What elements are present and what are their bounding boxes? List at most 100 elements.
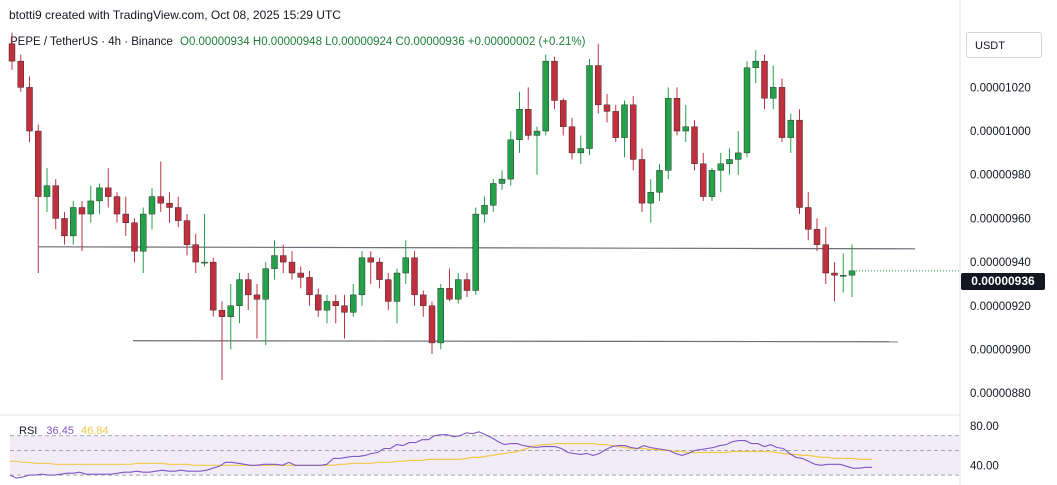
candle-body <box>376 261 383 280</box>
candle-body <box>525 109 532 136</box>
candle-body <box>183 220 191 245</box>
rsi-ma-line <box>10 443 872 466</box>
candle <box>183 214 191 256</box>
candle-body <box>603 104 611 112</box>
candle-body <box>70 207 77 237</box>
price-tick-label: 0.00000940 <box>970 257 1031 269</box>
candle-body <box>630 104 637 160</box>
rsi-legend: RSI 36.45 46.84 <box>19 425 109 437</box>
candle-body <box>490 183 497 206</box>
legend-low: L0.00000924 <box>325 36 393 48</box>
candle <box>192 233 199 274</box>
candle <box>358 251 366 306</box>
candle-body <box>446 288 453 300</box>
candle <box>245 273 252 311</box>
candle-body <box>218 309 226 317</box>
candle-body <box>455 279 462 300</box>
candle <box>315 288 322 317</box>
candle-body <box>498 178 506 184</box>
rsi-label[interactable]: RSI <box>19 425 38 437</box>
legend-close: C0.00000936 <box>395 36 465 48</box>
candle-body <box>411 257 418 296</box>
level-lines <box>37 246 960 343</box>
candle-body <box>113 196 121 215</box>
candle <box>26 76 33 142</box>
candle-body <box>481 205 488 215</box>
candle-body <box>708 170 716 197</box>
rsi-band <box>10 435 960 476</box>
candle <box>385 273 392 311</box>
candle <box>376 257 383 289</box>
candle <box>43 168 51 212</box>
candle <box>796 109 803 215</box>
candle-body <box>700 163 707 197</box>
rsi-band-fill <box>10 435 960 476</box>
candle <box>813 218 821 252</box>
candle-body <box>428 305 436 344</box>
candle <box>770 65 777 110</box>
candle <box>218 301 226 381</box>
price-tick-label: 0.00000880 <box>970 388 1031 400</box>
candle <box>341 294 348 339</box>
candle <box>498 170 506 191</box>
candle <box>673 87 681 136</box>
candle <box>52 179 59 230</box>
candle <box>831 262 838 302</box>
candle <box>411 251 418 306</box>
candle-body <box>778 87 786 138</box>
candle <box>157 161 164 212</box>
candle <box>525 87 532 140</box>
candle-body <box>122 213 129 223</box>
candle-body <box>210 261 217 311</box>
candle <box>8 32 16 70</box>
candle <box>96 183 103 215</box>
candle <box>551 56 558 110</box>
candle-body <box>253 294 261 300</box>
currency-selector[interactable]: USDT <box>966 32 1042 58</box>
candle-body <box>787 119 794 138</box>
candle <box>288 251 296 280</box>
candle-body <box>236 279 243 306</box>
candle-body <box>271 255 278 269</box>
legend-change: +0.00000002 (+0.21%) <box>467 36 586 48</box>
symbol-legend: PEPE / TetherUS · 4h · Binance O0.000009… <box>10 36 585 48</box>
candle-body <box>647 192 654 204</box>
candle <box>367 251 374 284</box>
candle <box>393 268 401 324</box>
candle-body <box>35 130 42 197</box>
candle <box>490 179 497 212</box>
candle-body <box>43 185 51 197</box>
candle-body <box>140 213 147 252</box>
candle <box>577 135 584 164</box>
candle-body <box>638 159 646 204</box>
symbol-name[interactable]: PEPE / TetherUS · 4h · Binance <box>10 36 173 48</box>
candle-body <box>26 87 33 132</box>
price-tick-label: 0.00000920 <box>970 301 1031 313</box>
candle-body <box>17 60 24 88</box>
price-ticks: 0.000010400.000010200.000010000.00000980… <box>970 39 1031 400</box>
candle-body <box>367 257 374 263</box>
candle-body <box>796 119 803 208</box>
candle <box>140 207 147 274</box>
candle-body <box>315 294 322 311</box>
candle-body <box>288 261 296 274</box>
candle-body <box>533 130 541 136</box>
candle-body <box>280 255 287 263</box>
support-line <box>132 340 899 343</box>
candle-body <box>463 279 471 291</box>
candle <box>630 96 637 171</box>
candle-body <box>805 207 812 230</box>
candle <box>700 152 707 201</box>
candle-body <box>770 87 777 99</box>
candle <box>638 148 646 212</box>
candle-body <box>297 272 304 278</box>
price-axis-bg[interactable] <box>960 0 1057 485</box>
candle <box>717 152 724 193</box>
candle <box>297 266 304 289</box>
candle-body <box>175 207 182 221</box>
candle <box>542 54 549 136</box>
legend-open: O0.00000934 <box>180 36 250 48</box>
candle <box>682 104 689 142</box>
candle-body <box>612 111 619 138</box>
